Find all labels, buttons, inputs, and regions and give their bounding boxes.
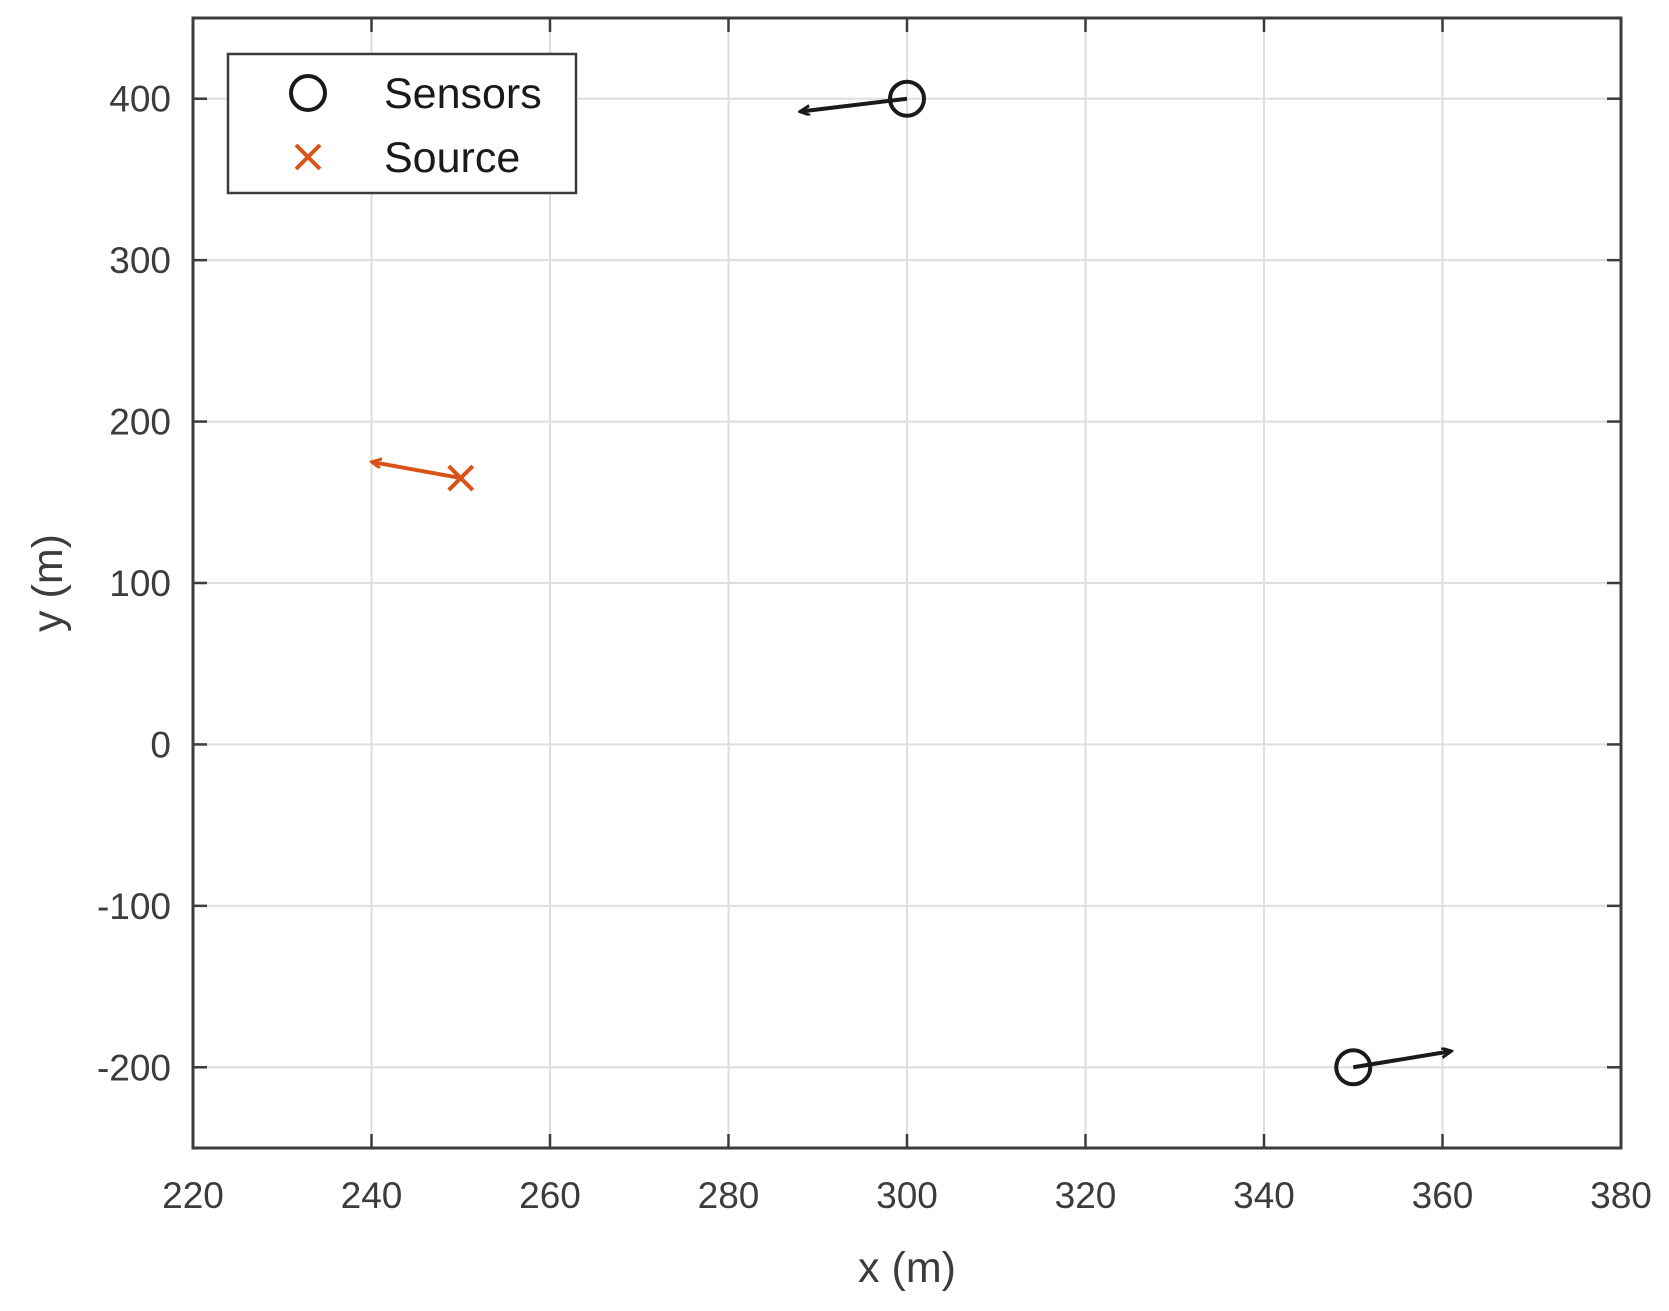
x-tick-label: 360 [1412, 1175, 1474, 1216]
source-point [447, 464, 475, 492]
x-tick-label: 320 [1055, 1175, 1117, 1216]
legend-box [226, 52, 578, 195]
legend-sensors-marker [289, 74, 327, 112]
sensor-point [1334, 1048, 1373, 1087]
y-tick-label: -200 [97, 1047, 171, 1088]
legend-source-marker [294, 143, 322, 171]
x-tick-label: 340 [1233, 1175, 1295, 1216]
x-tick-label: 280 [698, 1175, 760, 1216]
legend-source-label: Source [384, 134, 520, 182]
plot-frame [191, 16, 1623, 1150]
source-velocity-arrow [372, 462, 462, 481]
x-tick-label: 300 [876, 1175, 938, 1216]
y-tick-label: 100 [109, 563, 171, 604]
tick-labels: 220 240 260 280 300 320 340 360 380 -200 -100 0 100 2… [97, 79, 1652, 1216]
y-tick-label: 0 [150, 724, 171, 765]
x-tick-label: 380 [1590, 1175, 1652, 1216]
y-tick-label: 300 [109, 240, 171, 281]
sensor-point [888, 79, 926, 118]
y-tick-label: 200 [109, 402, 171, 443]
legend-sensors-label: Sensors [384, 70, 542, 118]
x-tick-label: 260 [519, 1175, 581, 1216]
x-axis-label: x (m) [858, 1244, 956, 1292]
y-tick-label: -100 [97, 886, 171, 927]
y-tick-label: 400 [109, 79, 171, 120]
axis-ticks [191, 18, 1623, 1148]
data-marks [372, 79, 1452, 1087]
x-tick-label: 240 [341, 1175, 403, 1216]
x-tick-label: 220 [162, 1175, 224, 1216]
y-axis-label: y (m) [24, 534, 72, 632]
legend: Sensors Source [226, 52, 578, 195]
